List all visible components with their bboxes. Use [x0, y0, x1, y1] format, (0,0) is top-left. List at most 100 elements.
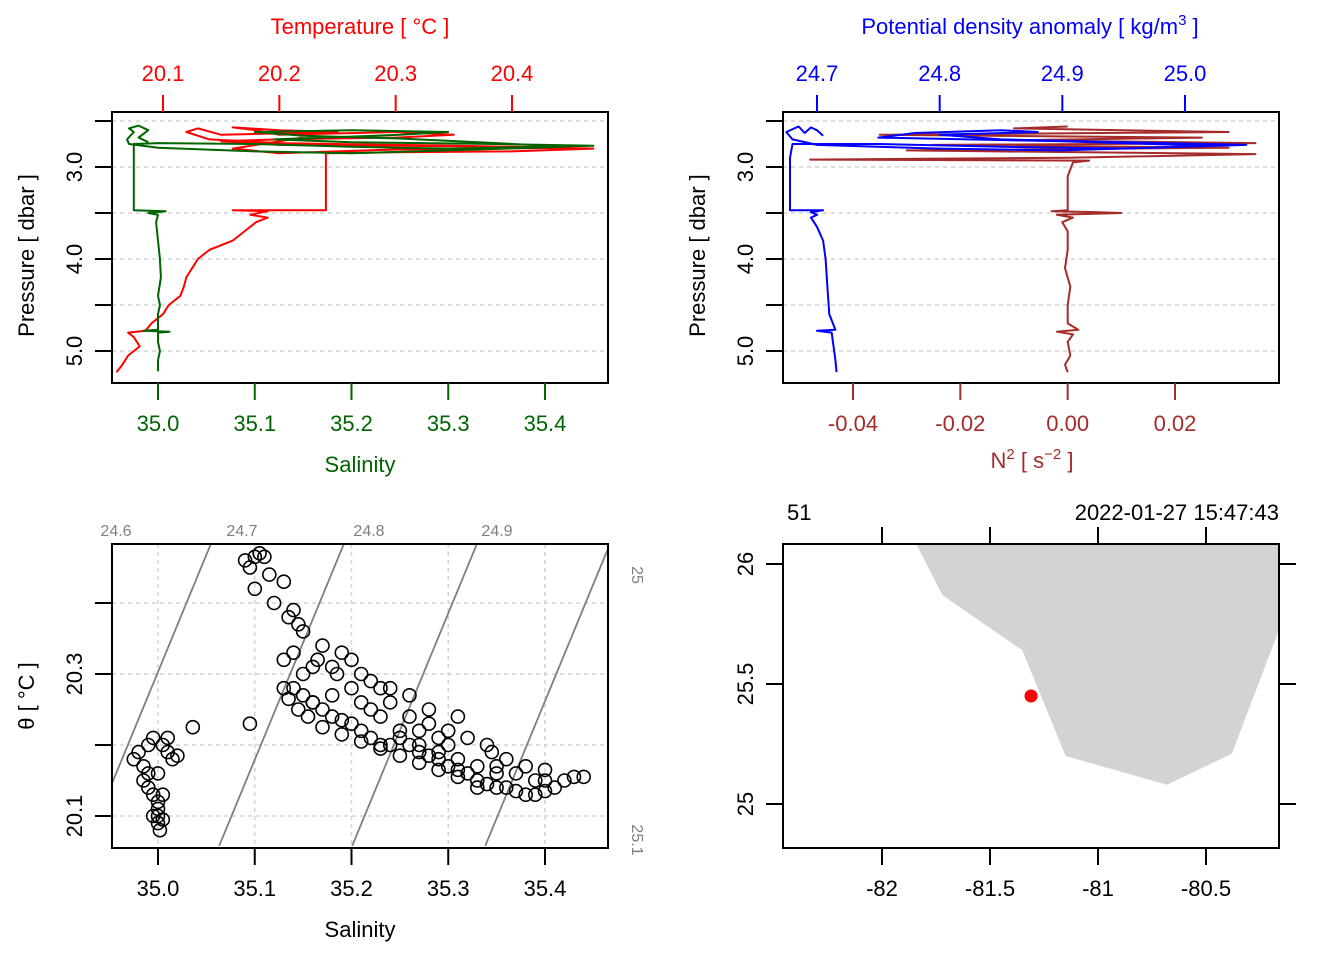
data-point — [537, 762, 553, 778]
data-point — [126, 751, 142, 767]
data-point — [353, 695, 369, 710]
bottom-axis-title: Salinity — [325, 452, 396, 477]
isopycnal-line — [484, 546, 608, 847]
x-top-tick-label: 20.4 — [491, 61, 534, 86]
panel-map: -82 -81.5 -81 -80.5 25 25.5 26 51 2022-01-27 15:… — [733, 500, 1296, 901]
data-point — [460, 730, 475, 746]
data-point — [170, 748, 185, 764]
data-point — [276, 574, 292, 590]
data-point — [411, 737, 427, 753]
data-point — [421, 748, 437, 764]
data-point — [334, 727, 350, 742]
station-marker — [1024, 689, 1038, 703]
data-point — [150, 808, 166, 824]
data-point — [315, 702, 330, 717]
land-polygon — [916, 544, 1279, 785]
data-point — [160, 744, 175, 760]
isopycnal-label: 24.9 — [481, 523, 512, 540]
data-point — [479, 737, 495, 753]
x-tick-label: 35.1 — [233, 876, 276, 901]
data-point — [276, 652, 292, 668]
x-tick-label: -81.5 — [965, 876, 1015, 901]
y-tick-label: 25.5 — [733, 663, 758, 706]
y-tick-label: 4.0 — [733, 244, 758, 275]
x-tick-label: 35.4 — [524, 876, 567, 901]
superscript: 3 — [1178, 12, 1186, 29]
data-point — [557, 773, 572, 788]
x-tick-label: -82 — [866, 876, 898, 901]
x-tick-label: -81 — [1082, 876, 1114, 901]
data-point — [290, 616, 306, 632]
data-point — [290, 702, 306, 717]
data-point — [498, 751, 514, 767]
data-point — [537, 783, 553, 799]
data-point — [479, 776, 495, 792]
data-point — [527, 787, 543, 803]
data-point — [518, 758, 534, 774]
x-top-tick-label: 25.0 — [1164, 61, 1207, 86]
data-point — [295, 666, 311, 682]
y-tick-label: 20.3 — [62, 653, 87, 696]
plot-frame — [782, 111, 1280, 384]
isopycnal-label: 24.8 — [353, 523, 384, 540]
data-point — [145, 787, 161, 803]
data-point — [469, 758, 485, 774]
data-point — [440, 758, 456, 774]
isopycnal-label: 24.6 — [100, 523, 131, 540]
data-point — [411, 723, 427, 739]
x-top-tick-label: 20.2 — [258, 61, 301, 86]
data-point — [155, 787, 171, 803]
series-line-salinity — [126, 124, 595, 372]
data-point — [440, 723, 456, 739]
data-point — [527, 773, 543, 788]
superscript: 2 — [1006, 446, 1014, 463]
data-point — [353, 666, 369, 682]
data-point — [152, 822, 168, 838]
data-point — [382, 737, 398, 753]
plot-frame — [111, 543, 609, 849]
data-point — [450, 762, 466, 778]
x-bottom-tick-label: 35.0 — [137, 411, 180, 436]
data-point — [344, 652, 359, 668]
bracket: ] — [1061, 448, 1073, 473]
y-axis-label: Pressure [ dbar ] — [685, 174, 710, 337]
data-point — [334, 645, 350, 661]
data-point — [295, 624, 311, 639]
bottom-axis-title: N2 [ s−2 ] — [991, 446, 1074, 473]
x-top-tick-label: 20.3 — [374, 61, 417, 86]
data-point — [145, 730, 161, 746]
series-line-n2 — [809, 125, 1257, 373]
data-point — [373, 709, 388, 724]
data-point — [450, 709, 466, 724]
x-bottom-tick-label: 0.00 — [1046, 411, 1089, 436]
data-point — [141, 766, 156, 781]
data-point — [286, 602, 301, 618]
station-time-label: 2022-01-27 15:47:43 — [1075, 500, 1279, 525]
y-tick-label: 3.0 — [62, 152, 87, 183]
data-point — [363, 730, 379, 746]
data-point — [237, 553, 253, 568]
data-point — [295, 687, 311, 703]
data-point — [150, 794, 166, 810]
data-point — [373, 680, 388, 696]
plot-frame — [782, 543, 1280, 849]
data-point — [315, 638, 330, 653]
x-tick-label: 35.2 — [330, 876, 373, 901]
data-point — [489, 758, 504, 774]
data-point — [353, 723, 369, 739]
data-point — [160, 730, 175, 746]
y-tick-label: 5.0 — [733, 336, 758, 367]
isopycnal-label: 25 — [628, 566, 645, 584]
unit: [ s — [1015, 448, 1044, 473]
top-axis-title: Temperature [ °C ] — [271, 14, 450, 39]
x-bottom-tick-label: 35.3 — [427, 411, 470, 436]
data-point — [242, 716, 258, 732]
data-point — [344, 680, 359, 696]
data-point — [440, 737, 456, 753]
data-point — [252, 545, 267, 561]
x-axis-label: Salinity — [325, 917, 396, 942]
data-point — [136, 773, 151, 788]
x-bottom-tick-label: -0.02 — [935, 411, 985, 436]
data-point — [498, 780, 514, 795]
series-line-potential-density-anomaly — [785, 125, 1248, 373]
